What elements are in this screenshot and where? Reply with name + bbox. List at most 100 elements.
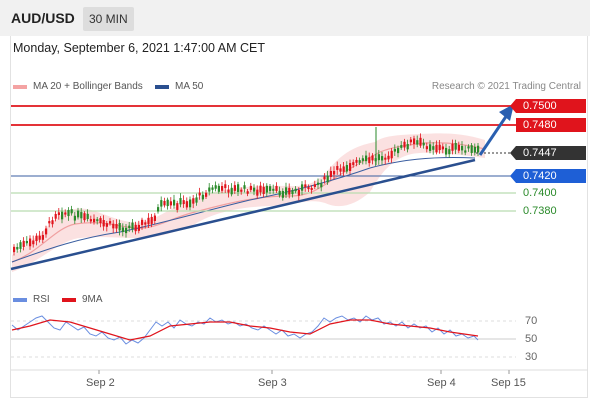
candle-body bbox=[237, 184, 240, 192]
candle-body bbox=[201, 194, 204, 200]
rsi-label-30: 30 bbox=[525, 351, 538, 363]
candle-body bbox=[329, 170, 332, 178]
candle-body bbox=[435, 144, 438, 153]
candle-body bbox=[265, 185, 268, 193]
candle-body bbox=[109, 221, 112, 224]
candle-body bbox=[253, 187, 256, 192]
x-label-sep15: Sep 15 bbox=[491, 377, 526, 389]
level-label-0-7500: 0.7500 bbox=[510, 99, 586, 113]
candle-body bbox=[384, 157, 387, 160]
candle-body bbox=[256, 189, 259, 196]
candle-body bbox=[358, 160, 361, 163]
candle-body bbox=[198, 192, 201, 196]
candle-body bbox=[432, 146, 435, 150]
research-credit: Research © 2021 Trading Central bbox=[431, 81, 581, 92]
candle-body bbox=[464, 150, 467, 153]
candle-body bbox=[153, 215, 156, 221]
legend-9ma-label: 9MA bbox=[82, 294, 103, 305]
candle-body bbox=[13, 246, 16, 253]
candle-body bbox=[477, 145, 480, 153]
candle-body bbox=[361, 158, 364, 161]
legend-ma20-label: MA 20 + Bollinger Bands bbox=[33, 81, 143, 92]
candle-body bbox=[259, 185, 262, 193]
candle-body bbox=[57, 212, 60, 216]
candle-body bbox=[371, 155, 374, 161]
candle-body bbox=[147, 217, 150, 225]
candle-body bbox=[150, 216, 153, 224]
chart-datetime: Monday, September 6, 2021 1:47:00 AM CET bbox=[13, 41, 265, 55]
symbol-title: AUD/USD bbox=[11, 10, 75, 26]
candle-body bbox=[297, 189, 300, 196]
rsi-label-50: 50 bbox=[525, 333, 538, 345]
candle-body bbox=[51, 220, 54, 225]
chart-frame bbox=[10, 36, 588, 398]
candle-body bbox=[230, 187, 233, 195]
candle-body bbox=[429, 144, 432, 151]
level-label-0-7480: 0.7480 bbox=[516, 118, 586, 132]
candle-body bbox=[118, 222, 121, 231]
candle-body bbox=[365, 155, 368, 162]
candle-body bbox=[214, 185, 217, 189]
candle-body bbox=[80, 212, 83, 219]
candle-body bbox=[192, 198, 195, 204]
candle-body bbox=[422, 142, 425, 146]
candle-body bbox=[262, 186, 265, 194]
candle-body bbox=[461, 145, 464, 151]
candle-body bbox=[416, 140, 419, 145]
candle-body bbox=[272, 188, 275, 191]
candle-body bbox=[96, 219, 99, 222]
candle-body bbox=[93, 218, 96, 223]
candlesticks bbox=[13, 127, 480, 256]
timeframe-button[interactable]: 30 MIN bbox=[83, 7, 134, 31]
candle-body bbox=[83, 213, 86, 221]
candle-body bbox=[182, 200, 185, 205]
candle-body bbox=[77, 210, 80, 218]
candle-body bbox=[134, 224, 137, 232]
candle-body bbox=[233, 185, 236, 191]
candle-body bbox=[246, 191, 249, 194]
candle-body bbox=[35, 235, 38, 242]
candle-body bbox=[294, 188, 297, 192]
candle-body bbox=[291, 190, 294, 195]
candle-body bbox=[32, 240, 35, 245]
bollinger-band bbox=[12, 133, 485, 272]
candle-body bbox=[339, 168, 342, 172]
candle-body bbox=[166, 199, 169, 207]
candle-body bbox=[377, 154, 380, 161]
current-price-label: 0.7447 bbox=[510, 146, 586, 160]
candle-body bbox=[128, 225, 131, 229]
candle-body bbox=[240, 189, 243, 192]
candle-body bbox=[157, 207, 160, 212]
candle-body bbox=[48, 221, 51, 224]
candle-body bbox=[189, 199, 192, 208]
candle-body bbox=[217, 185, 220, 192]
rsi-line bbox=[11, 315, 479, 345]
candle-body bbox=[352, 162, 355, 166]
candle-body bbox=[310, 187, 313, 191]
level-label-0-7420: 0.7420 bbox=[510, 169, 586, 183]
candle-body bbox=[441, 146, 444, 150]
candle-body bbox=[67, 209, 70, 217]
candle-body bbox=[125, 227, 128, 234]
candle-body bbox=[397, 147, 400, 154]
candle-body bbox=[22, 240, 25, 247]
candle-body bbox=[249, 185, 252, 190]
candle-body bbox=[349, 163, 352, 171]
candle-body bbox=[285, 187, 288, 195]
candle-body bbox=[387, 155, 390, 160]
candle-body bbox=[144, 222, 147, 225]
candle-body bbox=[355, 159, 358, 163]
candle-body bbox=[29, 238, 32, 247]
candle-body bbox=[227, 189, 230, 193]
candle-body bbox=[333, 171, 336, 175]
candle-body bbox=[16, 247, 19, 250]
candle-body bbox=[173, 199, 176, 206]
candle-body bbox=[470, 145, 473, 153]
candle-body bbox=[221, 186, 224, 191]
candle-body bbox=[115, 223, 118, 229]
x-label-sep4: Sep 4 bbox=[427, 377, 456, 389]
candle-body bbox=[89, 219, 92, 222]
candle-body bbox=[425, 146, 428, 150]
rsi-label-70: 70 bbox=[525, 315, 538, 327]
candle-body bbox=[169, 201, 172, 206]
